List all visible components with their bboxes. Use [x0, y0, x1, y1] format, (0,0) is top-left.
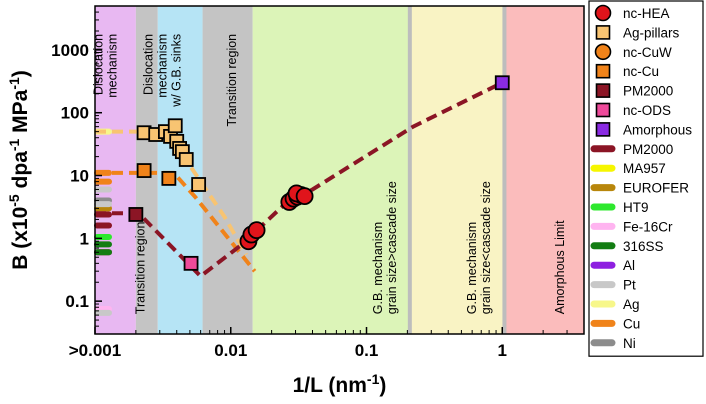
region-band-6: [504, 6, 584, 334]
legend-label-2: nc-CuW: [623, 45, 672, 60]
point-nc-HEA-8: [295, 187, 314, 206]
legend-marker-6: [595, 122, 611, 137]
point-Ag-pillars-8: [178, 152, 194, 167]
legend-label-1: Ag-pillars: [623, 25, 680, 40]
legend-label-14: Pt: [623, 278, 636, 293]
region-label-0: Dislocationmechanism: [92, 34, 120, 98]
region-label-4: G.B. mechanismgrain size>cascade size: [371, 181, 399, 314]
y-tick-label-3: 100: [61, 104, 89, 123]
point-PM2000-0: [128, 207, 144, 222]
legend-label-0: nc-HEA: [623, 6, 670, 21]
y-tick-label-2: 10: [70, 167, 89, 186]
legend-marker-2: [594, 43, 612, 61]
x-tick-label-3: 1: [498, 341, 507, 360]
legend-label-5: nc-ODS: [623, 103, 671, 118]
point-nc-Cu-1: [161, 171, 177, 186]
legend-label-8: MA957: [623, 161, 666, 176]
region-label-2: Dislocationmechanismw/ G.B. sinks: [141, 34, 183, 108]
region-band-4: [252, 6, 409, 334]
legend-label-10: HT9: [623, 200, 649, 215]
legend-label-15: Ag: [623, 297, 640, 312]
y-axis-label: B (x10-5 dpa-1 MPa-1): [6, 70, 32, 270]
legend-marker-1: [595, 25, 611, 40]
region-label-1: Transition region: [134, 222, 148, 315]
point-nc-ODS-0: [183, 255, 199, 271]
y-tick-label-1: 1: [80, 229, 89, 248]
region-band-3: [202, 6, 253, 334]
legend-box: [588, 0, 704, 357]
point-Amorphous-0: [494, 75, 510, 91]
legend-label-11: Fe-16Cr: [623, 219, 673, 234]
legend-label-6: Amorphous: [623, 122, 692, 137]
point-Ag-pillars-9: [191, 177, 207, 192]
legend-label-17: Ni: [623, 336, 636, 351]
legend-label-7: PM2000: [623, 142, 673, 157]
legend-label-4: PM2000: [623, 84, 673, 99]
x-tick-label-0: >0.001: [69, 341, 121, 360]
legend-label-12: 316SS: [623, 239, 664, 254]
legend-marker-3: [595, 63, 611, 79]
legend-label-16: Cu: [623, 316, 640, 331]
region-label-3: Transition region: [225, 34, 239, 127]
point-nc-Cu-0: [136, 163, 152, 178]
region-label-5: G.B. mechanismgrain size<cascade size: [465, 181, 493, 314]
x-tick-label-1: 0.01: [214, 341, 247, 360]
legend-label-13: Al: [623, 258, 635, 273]
plot-frame: [94, 5, 585, 335]
fit-line-1: [95, 170, 257, 273]
legend-marker-4: [595, 83, 611, 98]
point-Ag-pillars-4: [167, 118, 183, 134]
region-label-6: Amorphous Limit: [553, 220, 567, 314]
legend-label-9: EUROFER: [623, 181, 689, 196]
legend: nc-HEA Ag-pillars nc-CuW nc-Cu PM2000 nc-ODS A…: [588, 0, 704, 357]
region-band-5: [410, 6, 504, 334]
y-tick-label-4: 1000: [51, 41, 89, 60]
x-tick-label-2: 0.1: [355, 341, 379, 360]
y-tick-label-0: 0.1: [65, 292, 89, 311]
legend-label-3: nc-Cu: [623, 64, 659, 79]
legend-marker-5: [595, 102, 611, 118]
legend-marker-0: [594, 4, 612, 22]
point-nc-HEA-2: [247, 221, 266, 240]
x-axis-label: 1/L (nm-1): [293, 371, 387, 397]
